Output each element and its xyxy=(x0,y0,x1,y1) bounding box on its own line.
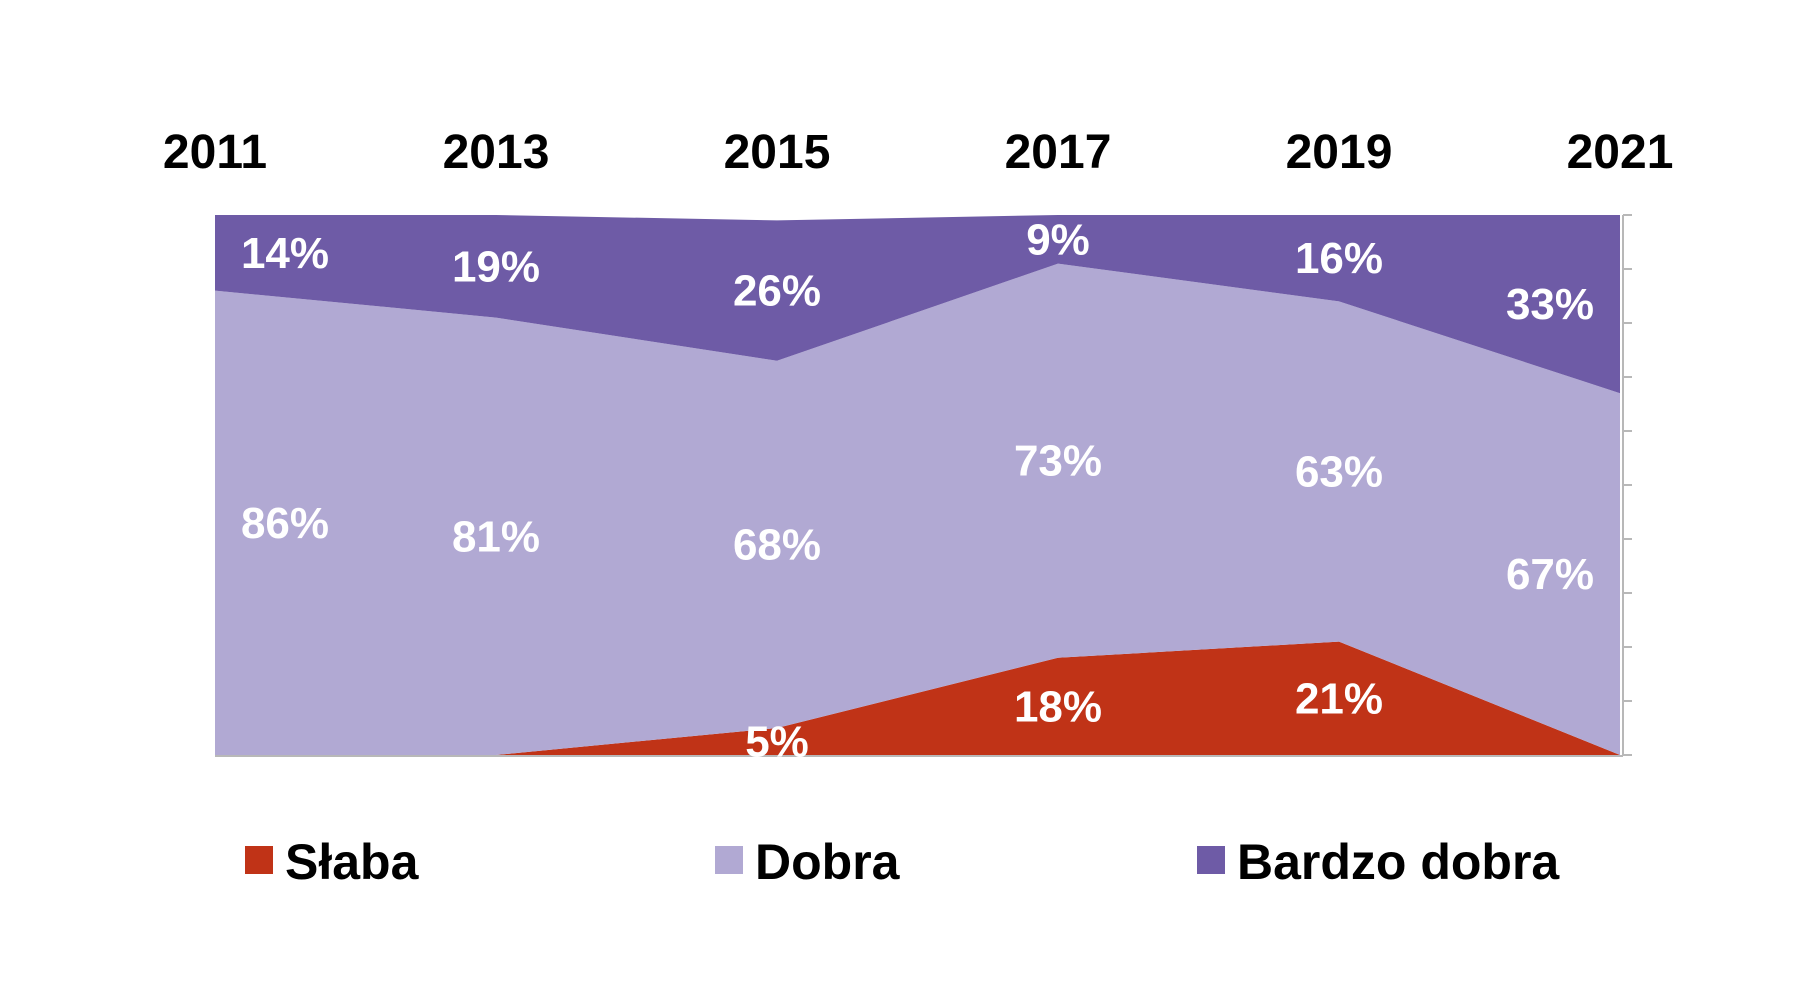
y-axis xyxy=(215,214,1632,757)
area-slaba xyxy=(215,641,1620,755)
category-labels: 2011 2013 2015 2017 2019 2021 xyxy=(163,126,1673,179)
data-label: 26% xyxy=(733,267,821,316)
data-label: 73% xyxy=(1014,437,1102,486)
category-label: 2013 xyxy=(443,126,550,179)
data-label: 14% xyxy=(241,229,329,278)
data-label: 18% xyxy=(1014,682,1102,731)
category-label: 2021 xyxy=(1567,126,1674,179)
data-label: 81% xyxy=(452,512,540,561)
data-labels: 5% 18% 21% 86% 81% 68% 73% 63% 67% 14% 19% 26% 9% 16%… xyxy=(241,215,1594,766)
data-label: 68% xyxy=(733,520,821,569)
data-label: 5% xyxy=(745,718,809,767)
data-label: 19% xyxy=(452,242,540,291)
category-label: 2015 xyxy=(724,126,831,179)
area-bardzo-dobra xyxy=(215,215,1620,394)
data-label: 86% xyxy=(241,499,329,548)
legend-swatch xyxy=(245,846,273,874)
legend-swatch xyxy=(1197,846,1225,874)
data-label: 67% xyxy=(1506,550,1594,599)
legend: Słaba Dobra Bardzo dobra xyxy=(245,834,1560,890)
data-label: 21% xyxy=(1295,674,1383,723)
legend-label: Dobra xyxy=(755,834,901,890)
legend-swatch xyxy=(715,846,743,874)
category-label: 2019 xyxy=(1286,126,1393,179)
legend-label: Bardzo dobra xyxy=(1237,834,1560,890)
data-label: 16% xyxy=(1295,234,1383,283)
area-dobra xyxy=(215,263,1620,755)
category-label: 2017 xyxy=(1005,126,1112,179)
area-series-group xyxy=(215,215,1620,755)
category-label: 2011 xyxy=(163,126,267,179)
data-label: 33% xyxy=(1506,280,1594,329)
data-label: 63% xyxy=(1295,448,1383,497)
legend-label: Słaba xyxy=(285,834,420,890)
data-label: 9% xyxy=(1026,215,1090,264)
